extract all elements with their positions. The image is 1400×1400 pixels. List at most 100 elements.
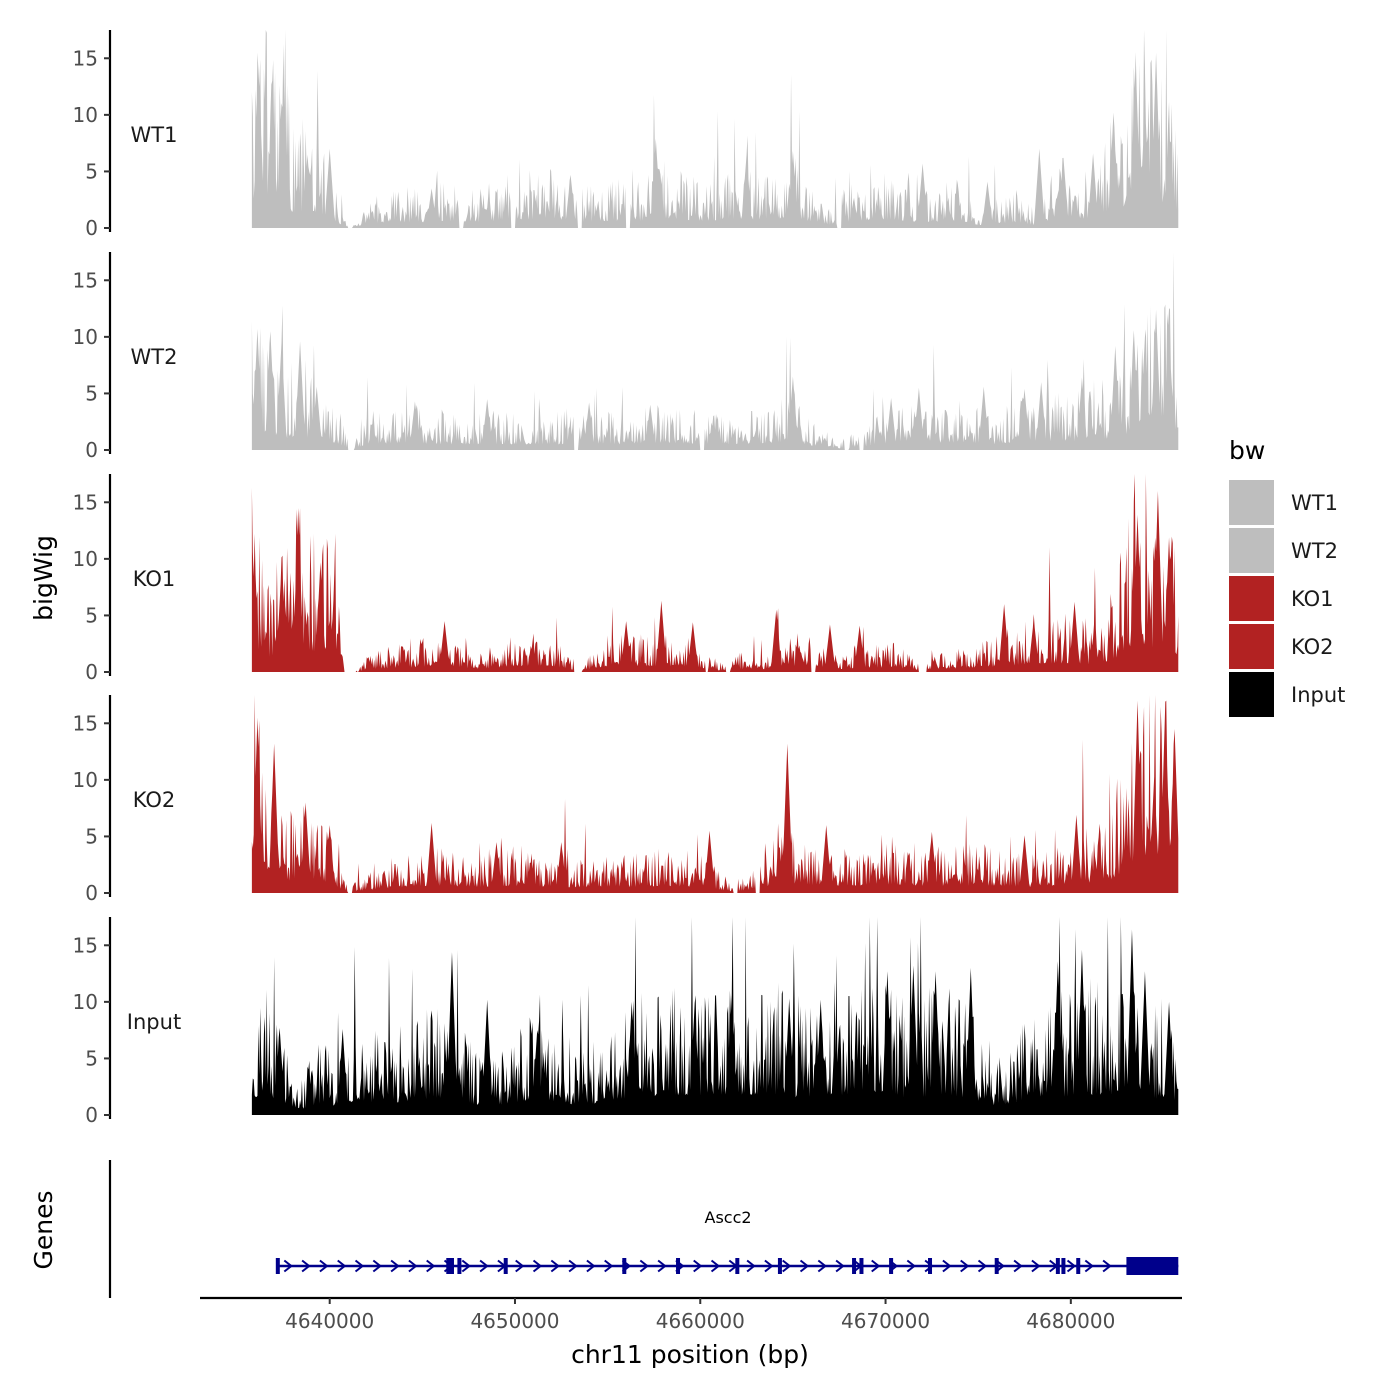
- strand-arrow: [1031, 1259, 1041, 1273]
- y-tick-label: 15: [73, 268, 98, 292]
- x-tick-label: 4680000: [1026, 1309, 1115, 1333]
- track-panel-wt1: 0 5 10 15 WT1: [73, 30, 1179, 240]
- gene-track: Ascc2 4640000 4650000 4660000 4670000 4680000: [108, 1160, 1182, 1333]
- strand-arrow: [817, 1259, 827, 1273]
- y-axis-title: bigWig: [29, 535, 58, 621]
- gene-exon: [1055, 1258, 1060, 1274]
- x-tick-label: 4670000: [841, 1309, 930, 1333]
- strand-arrow: [1084, 1259, 1094, 1273]
- track-panel-wt2: 0 5 10 15 WT2: [73, 252, 1179, 462]
- strand-arrow: [283, 1259, 293, 1273]
- strand-arrow: [479, 1259, 489, 1273]
- y-tick-label: 5: [85, 159, 98, 183]
- y-tick-label: 15: [73, 46, 98, 70]
- gene-exon: [859, 1258, 864, 1274]
- strand-arrow: [604, 1259, 614, 1273]
- strand-arrow: [942, 1259, 952, 1273]
- x-axis-title: chr11 position (bp): [571, 1340, 809, 1369]
- strand-arrow: [693, 1259, 703, 1273]
- track-label: WT1: [131, 123, 178, 147]
- y-tick-label: 5: [85, 824, 98, 848]
- gene-exon: [446, 1258, 451, 1274]
- y-tick-label: 0: [85, 438, 98, 462]
- gene-exon: [676, 1258, 681, 1274]
- strand-arrow: [461, 1259, 471, 1273]
- strand-arrow: [639, 1259, 649, 1273]
- strand-arrow: [924, 1259, 934, 1273]
- legend-title: bw: [1229, 436, 1265, 465]
- legend: bw WT1 WT2 KO1 KO2 Input: [1229, 436, 1345, 717]
- track-label: KO2: [133, 788, 176, 812]
- y-tick-label: 10: [73, 990, 98, 1014]
- gene-name-label: Ascc2: [705, 1208, 752, 1227]
- strand-arrow: [906, 1259, 916, 1273]
- legend-label-wt1: WT1: [1291, 491, 1338, 515]
- legend-label-ko2: KO2: [1291, 635, 1334, 659]
- legend-swatch-ko1: [1229, 576, 1274, 621]
- legend-swatch-input: [1229, 672, 1274, 717]
- legend-swatch-ko2: [1229, 624, 1274, 669]
- gene-exon: [928, 1258, 933, 1274]
- strand-arrow: [354, 1259, 365, 1273]
- strand-arrow: [390, 1259, 400, 1273]
- gene-exon: [503, 1258, 508, 1274]
- y-tick-label: 15: [73, 490, 98, 514]
- signal-area-wt1: [251, 30, 1179, 228]
- strand-arrow: [835, 1259, 845, 1273]
- legend-label-ko1: KO1: [1291, 587, 1334, 611]
- strand-arrow: [301, 1259, 311, 1273]
- x-tick-label: 4660000: [656, 1309, 745, 1333]
- gene-exon: [852, 1258, 857, 1274]
- strand-arrow: [372, 1259, 382, 1273]
- strand-arrow: [515, 1259, 525, 1273]
- gene-exon: [457, 1258, 462, 1274]
- strand-arrow: [799, 1259, 810, 1273]
- x-tick-label: 4650000: [470, 1309, 559, 1333]
- gene-exon: [889, 1258, 894, 1274]
- y-tick-label: 10: [73, 103, 98, 127]
- track-panel-ko1: 0 5 10 15 KO1: [73, 474, 1179, 684]
- strand-arrow: [871, 1259, 881, 1273]
- signal-area-input: [251, 917, 1179, 1115]
- y-tick-label: 0: [85, 660, 98, 684]
- gene-exon: [449, 1258, 454, 1274]
- strand-arrow: [782, 1259, 792, 1273]
- gene-exon: [275, 1258, 280, 1274]
- strand-arrow: [319, 1259, 329, 1273]
- strand-arrow: [710, 1259, 721, 1273]
- track-label: KO1: [133, 567, 176, 591]
- strand-arrow: [532, 1259, 543, 1273]
- strand-arrow: [657, 1259, 667, 1273]
- y-tick-label: 0: [85, 1103, 98, 1127]
- strand-arrow: [568, 1259, 578, 1273]
- track-label: Input: [127, 1010, 181, 1034]
- gene-exon: [994, 1258, 999, 1274]
- gene-exon: [777, 1258, 782, 1274]
- signal-tracks: 0 5 10 15 WT1 0 5 10 15 WT2 0 5 10 15 KO1 0 5 10 15 KO2 0 5 10…: [73, 30, 1179, 1127]
- strand-arrow: [746, 1259, 756, 1273]
- strand-arrow: [586, 1259, 596, 1273]
- y-tick-label: 15: [73, 933, 98, 957]
- y-tick-label: 5: [85, 1046, 98, 1070]
- strand-arrow: [426, 1259, 436, 1273]
- y-tick-label: 0: [85, 216, 98, 240]
- strand-arrow: [337, 1259, 347, 1273]
- gene-exon: [1076, 1258, 1081, 1274]
- strand-arrow: [1102, 1259, 1112, 1273]
- genes-axis-title: Genes: [29, 1190, 58, 1269]
- strand-arrow: [408, 1259, 418, 1273]
- y-tick-label: 5: [85, 603, 98, 627]
- y-tick-label: 10: [73, 325, 98, 349]
- track-panel-input: 0 5 10 15 Input: [73, 917, 1179, 1127]
- track-panel-ko2: 0 5 10 15 KO2: [73, 695, 1179, 905]
- strand-arrow: [1066, 1259, 1077, 1273]
- y-tick-label: 10: [73, 547, 98, 571]
- gene-exon: [622, 1258, 627, 1274]
- gene-utr-block: [1126, 1257, 1179, 1275]
- strand-arrow: [764, 1259, 774, 1273]
- signal-area-ko2: [251, 695, 1179, 893]
- y-tick-label: 5: [85, 381, 98, 405]
- gene-exon: [735, 1258, 740, 1274]
- y-tick-label: 10: [73, 768, 98, 792]
